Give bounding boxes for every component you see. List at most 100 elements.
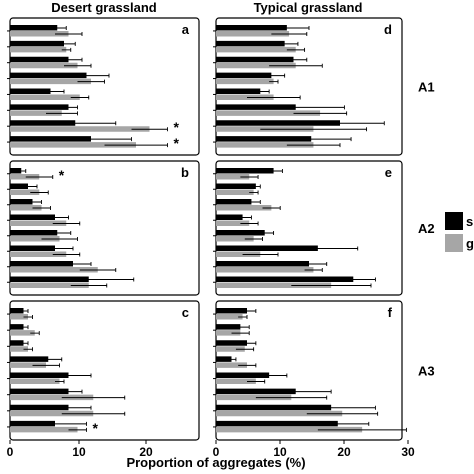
- panel-d: d: [213, 17, 403, 156]
- bar-g: [216, 174, 250, 180]
- row-label-a2: A2: [418, 221, 435, 236]
- panel-e: e: [213, 160, 403, 296]
- bar-s: [216, 308, 247, 314]
- bar-g: [10, 126, 150, 132]
- bar-s: [10, 25, 58, 31]
- bar-s: [216, 40, 285, 47]
- bar-g: [10, 94, 80, 100]
- bar-g: [10, 251, 67, 257]
- bar-s: [216, 340, 247, 346]
- significance-asterisk: *: [93, 420, 99, 436]
- bar-g: [10, 314, 28, 320]
- bar-s: [10, 356, 49, 362]
- bar-s: [216, 25, 287, 31]
- bar-g: [10, 110, 62, 116]
- significance-asterisk: *: [174, 135, 180, 151]
- bar-g: [216, 282, 332, 288]
- x-tick-label: 10: [72, 445, 86, 459]
- x-tick-label: 0: [7, 445, 14, 459]
- bar-s: [10, 404, 69, 411]
- bar-s: [216, 214, 243, 220]
- bar-g: [216, 78, 274, 85]
- bar-g: [216, 394, 292, 401]
- bar-g: [10, 46, 67, 53]
- x-tick-label: 30: [401, 445, 415, 459]
- bar-s: [216, 388, 296, 395]
- significance-asterisk: *: [174, 119, 180, 135]
- panel-frame: [215, 300, 403, 441]
- bar-g: [10, 394, 94, 401]
- bar-s: [10, 214, 55, 220]
- bar-g: [10, 410, 94, 417]
- bar-g: [216, 236, 254, 242]
- bar-s: [216, 420, 338, 427]
- bar-g: [10, 236, 60, 242]
- row-labels: A1 A2 A3: [418, 80, 435, 379]
- bar-s: [216, 56, 294, 63]
- bar-g: [10, 142, 136, 148]
- bar-s: [10, 230, 58, 236]
- panel-letter: a: [182, 22, 190, 37]
- bar-s: [216, 404, 332, 411]
- bar-g: [216, 410, 343, 417]
- bar-g: [10, 220, 67, 226]
- panel-letter: d: [384, 22, 392, 37]
- row-label-a3: A3: [418, 364, 435, 379]
- bar-g: [10, 78, 91, 85]
- bar-g: [10, 426, 78, 433]
- bar-s: [216, 324, 241, 330]
- bar-g: [216, 205, 272, 211]
- bar-g: [216, 220, 250, 226]
- bar-g: [216, 46, 296, 53]
- bar-g: [10, 62, 78, 69]
- bar-s: [10, 88, 51, 94]
- bar-s: [10, 104, 69, 110]
- bar-g: [216, 426, 363, 433]
- bar-g: [216, 378, 256, 384]
- panel-frame: [215, 160, 403, 296]
- panel-frame: [9, 300, 200, 441]
- legend-swatch-g: [445, 234, 463, 252]
- panel-a: ** a: [7, 17, 200, 156]
- row-label-a1: A1: [418, 80, 435, 95]
- bar-s: [216, 356, 232, 362]
- bar-s: [10, 168, 22, 174]
- bar-g: [216, 346, 245, 352]
- bar-s: [10, 40, 64, 47]
- panel-frame: [215, 17, 403, 156]
- bar-s: [216, 136, 312, 142]
- bar-g: [10, 378, 60, 384]
- column-title-typical: Typical grassland: [254, 0, 363, 15]
- bar-s: [216, 120, 340, 126]
- panel-letter: c: [182, 305, 189, 320]
- bar-s: [10, 324, 24, 330]
- x-tick-label: 20: [337, 445, 351, 459]
- panel-letter: e: [385, 165, 392, 180]
- bar-g: [10, 31, 69, 37]
- panel-c: *c: [7, 300, 200, 441]
- panel-frame: [9, 17, 200, 156]
- x-tick-label: 10: [273, 445, 287, 459]
- bar-s: [216, 88, 261, 94]
- legend-swatch-s: [445, 212, 463, 230]
- panel-b: * b: [7, 160, 200, 296]
- bar-g: [216, 94, 274, 100]
- bar-g: [10, 267, 98, 273]
- legend-label-s: s: [466, 214, 473, 229]
- column-title-desert: Desert grassland: [51, 0, 157, 15]
- bar-s: [10, 56, 69, 63]
- bar-s: [216, 168, 274, 174]
- bar-s: [216, 276, 354, 282]
- legend-label-g: g: [466, 236, 474, 251]
- bar-s: [216, 372, 270, 378]
- bar-g: [216, 142, 314, 148]
- bar-g: [10, 362, 46, 368]
- column-headers: Desert grassland Typical grassland: [51, 0, 362, 15]
- bar-g: [10, 330, 35, 336]
- bar-s: [10, 261, 73, 267]
- bar-g: [216, 362, 247, 368]
- bar-g: [216, 62, 296, 69]
- panel-letter: b: [181, 165, 189, 180]
- bar-s: [10, 388, 69, 395]
